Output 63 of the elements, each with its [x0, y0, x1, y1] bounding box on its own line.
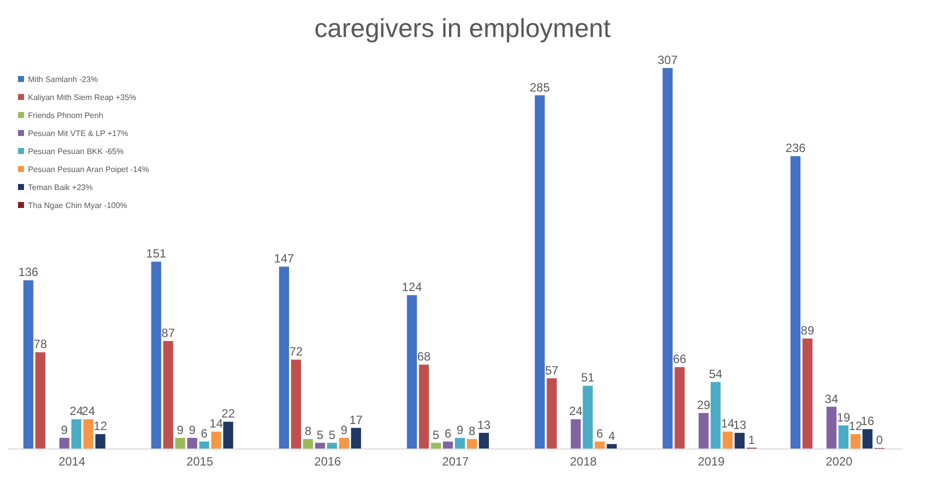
- data-label: 5: [432, 428, 440, 442]
- data-label: 8: [304, 424, 312, 438]
- data-label: 14: [210, 416, 224, 431]
- data-label: 124: [402, 280, 422, 294]
- legend-label: Pesuan Pesuan BKK -65%: [28, 146, 124, 156]
- legend-label: Friends Phnom Penh: [28, 110, 104, 120]
- data-label: 13: [477, 418, 491, 432]
- data-label: 5: [316, 428, 324, 442]
- data-label: 8: [468, 424, 476, 438]
- data-label: 24: [70, 404, 84, 418]
- x-tick-label: 2017: [442, 454, 470, 469]
- data-label: 151: [146, 246, 167, 261]
- data-label: 6: [200, 426, 208, 441]
- data-label: 24: [569, 404, 583, 418]
- data-label: 5: [328, 428, 336, 442]
- data-label: 6: [596, 426, 604, 441]
- data-label: 89: [800, 324, 814, 338]
- data-label: 236: [785, 141, 806, 156]
- data-label: 12: [848, 419, 862, 434]
- data-label: 29: [696, 398, 711, 412]
- data-label: 1: [748, 432, 756, 447]
- data-label: 0: [876, 433, 884, 447]
- data-label: 4: [608, 429, 616, 444]
- data-label: 78: [34, 337, 48, 352]
- data-label: 17: [349, 412, 364, 427]
- legend-label: Pesuan Pesuan Aran Poipet -14%: [28, 164, 149, 174]
- legend-label: Mith Samlanh -23%: [28, 74, 98, 84]
- data-label: 66: [672, 352, 687, 366]
- data-label: 9: [456, 422, 464, 437]
- data-label: 6: [444, 426, 452, 441]
- data-label: 51: [581, 370, 595, 385]
- data-label: 16: [860, 414, 874, 428]
- data-label: 54: [708, 366, 723, 381]
- x-tick-label: 2015: [186, 454, 214, 469]
- chart-title: caregivers in employment: [313, 12, 612, 45]
- x-tick-label: 2019: [698, 454, 725, 469]
- data-label: 24: [82, 404, 96, 418]
- data-label: 34: [824, 392, 838, 406]
- data-label: 307: [658, 53, 678, 67]
- x-tick-label: 2018: [570, 454, 598, 469]
- data-label: 285: [530, 80, 550, 94]
- legend-label: Teman Baik +23%: [28, 182, 93, 192]
- legend-label: Kaliyan Mith Siem Reap +35%: [28, 92, 136, 102]
- x-tick-label: 2014: [58, 454, 86, 469]
- data-label: 147: [274, 252, 294, 266]
- legend-label: Pesuan Mit VTE & LP +17%: [28, 128, 128, 138]
- data-label: 9: [176, 422, 184, 437]
- data-label: 13: [732, 418, 747, 432]
- data-label: 87: [162, 326, 176, 340]
- data-label: 19: [836, 410, 850, 424]
- data-label: 14: [720, 416, 735, 431]
- data-label: 72: [289, 344, 304, 359]
- data-label: 9: [61, 422, 68, 437]
- data-label: 9: [188, 422, 196, 437]
- data-label: 57: [545, 363, 559, 378]
- data-label: 22: [222, 406, 236, 421]
- data-label: 68: [417, 350, 431, 364]
- data-label: 136: [18, 265, 39, 280]
- x-tick-label: 2016: [314, 454, 342, 469]
- data-label: 9: [340, 422, 348, 437]
- x-tick-label: 2020: [826, 454, 853, 469]
- data-label: 12: [94, 419, 108, 434]
- legend-label: Tha Ngae Chin Myar -100%: [28, 200, 128, 210]
